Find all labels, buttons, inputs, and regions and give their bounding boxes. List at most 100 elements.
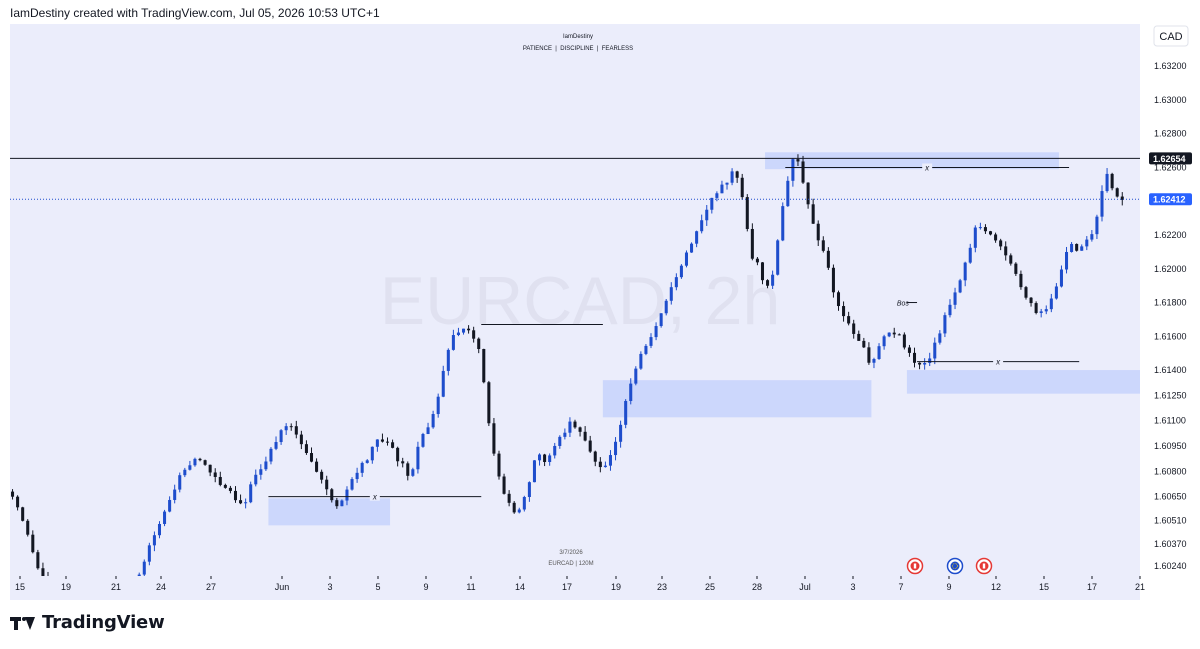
zones-layer bbox=[268, 152, 1156, 526]
candle bbox=[994, 232, 998, 243]
candle bbox=[492, 417, 496, 456]
candle bbox=[304, 440, 308, 455]
candle bbox=[507, 490, 511, 507]
candle bbox=[213, 468, 217, 483]
price-tick-label: 1.61400 bbox=[1154, 365, 1187, 375]
chart-area[interactable]: EURCAD, 2h x x x Bos IamDestiny PATIENCE | … bbox=[10, 24, 1194, 600]
flag-canada-icon[interactable] bbox=[906, 557, 924, 575]
currency-button[interactable]: CAD bbox=[1153, 25, 1189, 47]
bottom-symbol-label: EURCAD | 120M bbox=[548, 561, 593, 567]
candle bbox=[168, 496, 172, 513]
candle bbox=[877, 343, 881, 360]
time-axis[interactable]: 15 19 21 24 27 Jun 3 5 9 11 14 17 19 23 25 28 Jul 3 7 9 12 15… bbox=[10, 576, 1145, 600]
time-tick-label: 19 bbox=[61, 582, 71, 592]
price-tick-label: 1.63200 bbox=[1154, 61, 1187, 71]
candle bbox=[279, 429, 283, 445]
time-tick-label: 15 bbox=[15, 582, 25, 592]
candle bbox=[1075, 243, 1079, 252]
flag-eu-icon[interactable] bbox=[946, 557, 964, 575]
chart-svg[interactable]: EURCAD, 2h x x x Bos IamDestiny PATIENCE | … bbox=[10, 24, 1194, 600]
price-tick-label: 1.61600 bbox=[1154, 331, 1187, 341]
candle bbox=[375, 439, 379, 452]
candle bbox=[350, 477, 354, 491]
candle bbox=[309, 447, 314, 463]
currency-button-label: CAD bbox=[1159, 31, 1182, 43]
candle bbox=[426, 422, 430, 435]
candle bbox=[244, 498, 248, 509]
candle bbox=[1059, 265, 1063, 288]
candle bbox=[431, 410, 435, 429]
candle bbox=[157, 521, 162, 539]
candle bbox=[999, 238, 1003, 251]
candle bbox=[11, 489, 15, 500]
candle bbox=[897, 333, 901, 336]
candle bbox=[634, 366, 638, 386]
candle bbox=[315, 458, 319, 473]
candle bbox=[1090, 230, 1094, 242]
candle bbox=[218, 471, 222, 487]
price-tick-label: 1.62600 bbox=[1154, 162, 1187, 172]
candle bbox=[892, 327, 896, 338]
candle bbox=[1044, 305, 1048, 315]
candle bbox=[882, 334, 886, 350]
price-tag bbox=[1149, 152, 1192, 165]
price-tick-label: 1.61100 bbox=[1154, 416, 1186, 426]
flag-canada-icon[interactable] bbox=[975, 557, 993, 575]
price-tick-label: 1.60800 bbox=[1154, 466, 1187, 476]
price-tag bbox=[1149, 193, 1192, 206]
price-tag-label: 1.62654 bbox=[1153, 154, 1186, 164]
candle bbox=[193, 457, 197, 467]
price-tick-label: 1.62800 bbox=[1154, 129, 1187, 139]
candle bbox=[781, 202, 785, 242]
economic-events-layer[interactable] bbox=[906, 557, 993, 575]
supply-demand-zone[interactable] bbox=[602, 380, 872, 418]
candle bbox=[608, 450, 612, 471]
candle bbox=[902, 332, 906, 350]
candle bbox=[456, 327, 460, 337]
time-tick-label: 17 bbox=[1087, 582, 1097, 592]
candle bbox=[26, 519, 30, 537]
price-tick-label: 1.60950 bbox=[1154, 441, 1187, 451]
candle bbox=[760, 262, 765, 285]
candle bbox=[467, 325, 471, 334]
candle bbox=[1080, 244, 1084, 251]
candle bbox=[436, 393, 440, 418]
candle bbox=[1009, 253, 1013, 266]
candle bbox=[340, 499, 344, 507]
candle bbox=[826, 247, 830, 270]
candle bbox=[700, 214, 704, 234]
candle bbox=[294, 420, 298, 439]
candle bbox=[385, 437, 390, 446]
candle bbox=[872, 357, 876, 369]
supply-demand-zone[interactable] bbox=[268, 498, 391, 526]
candle bbox=[21, 506, 25, 522]
candle bbox=[178, 472, 182, 493]
candle bbox=[1014, 262, 1018, 276]
price-tag-label: 1.62412 bbox=[1153, 195, 1186, 205]
price-axis[interactable]: 1.63200 1.63000 1.62800 1.62600 1.62200 1.620… bbox=[1140, 24, 1194, 600]
tradingview-logo-text: TradingView bbox=[42, 612, 165, 633]
candle bbox=[355, 467, 359, 483]
liquidity-line-label: x bbox=[995, 358, 1001, 367]
price-tick-label: 1.62200 bbox=[1154, 230, 1187, 240]
candle bbox=[603, 461, 607, 468]
supply-demand-zone[interactable] bbox=[765, 152, 1059, 170]
candle bbox=[684, 250, 688, 268]
candle bbox=[1024, 285, 1028, 300]
tradingview-logo[interactable]: TradingView bbox=[10, 612, 165, 633]
candle bbox=[360, 461, 364, 477]
candle bbox=[644, 343, 648, 356]
candle bbox=[847, 311, 851, 326]
candle bbox=[1110, 172, 1114, 191]
candle bbox=[482, 348, 486, 384]
candle bbox=[249, 481, 253, 504]
candle bbox=[912, 347, 917, 368]
supply-demand-zone[interactable] bbox=[906, 370, 1156, 394]
time-tick-label: 27 bbox=[206, 582, 216, 592]
candle bbox=[1029, 297, 1033, 307]
candle bbox=[532, 460, 536, 483]
candle bbox=[943, 312, 947, 338]
candle bbox=[396, 446, 400, 467]
time-tick-label: 19 bbox=[611, 582, 621, 592]
candle bbox=[1070, 242, 1074, 253]
